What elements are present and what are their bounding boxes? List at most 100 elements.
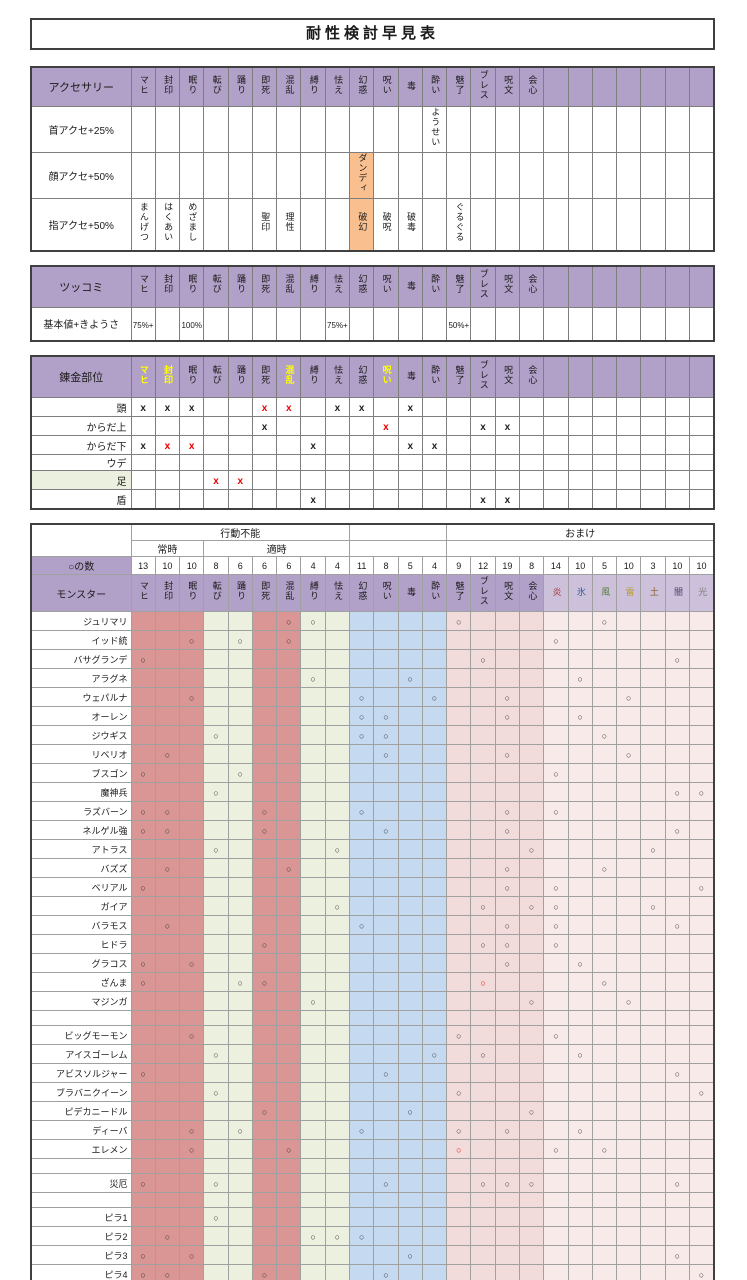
resistance-cell: ○: [518, 991, 545, 1011]
resistance-cell: [664, 858, 690, 878]
circle-mark: ○: [188, 1031, 195, 1041]
resistance-cell: [251, 687, 278, 707]
resistance-cell: [640, 934, 666, 954]
resistance-cell: ○: [349, 687, 375, 707]
monster-row: ブラバニクイーン ○ ○ ○: [30, 1082, 715, 1102]
renkin-cell: [300, 454, 326, 471]
circle-mark: ○: [431, 693, 438, 703]
renkin-cell: [688, 397, 715, 417]
resistance-cell: [518, 877, 545, 897]
resistance-cell: [591, 1245, 618, 1265]
column-header-label: 封印: [163, 74, 174, 95]
monster-name: ピラ3: [30, 1245, 132, 1265]
resistance-cell: [688, 1158, 715, 1174]
resistance-cell: [591, 1010, 618, 1026]
resistance-cell: [203, 972, 229, 992]
renkin-cell: x: [179, 435, 205, 455]
resistance-cell: [154, 611, 181, 631]
resistance-cell: ○: [567, 706, 593, 726]
column-header-label: 眠り: [187, 580, 198, 601]
resistance-cell: ○: [494, 801, 521, 821]
resistance-cell: [227, 991, 253, 1011]
resistance-cell: [324, 991, 351, 1011]
resistance-cell: ○: [470, 896, 496, 916]
column-header-label: 酔い: [430, 580, 441, 601]
resistance-cell: [203, 1025, 229, 1045]
resistance-cell: [543, 725, 569, 745]
column-header: 踊り: [227, 355, 253, 398]
resistance-cell: [688, 1044, 715, 1064]
renkin-cell: [203, 454, 229, 471]
resistance-cell: [518, 1158, 545, 1174]
circle-mark: ○: [358, 712, 365, 722]
resistance-cell: ○: [397, 668, 423, 688]
circle-mark: ○: [164, 807, 171, 817]
x-mark: x: [310, 441, 316, 452]
resistance-cell: [446, 1101, 472, 1121]
renkin-cell: x: [373, 416, 399, 436]
resistance-cell: [591, 782, 618, 802]
resistance-cell: [324, 934, 351, 954]
renkin-cell: [591, 489, 618, 510]
column-header-label: 会心: [527, 580, 538, 601]
resistance-cell: [130, 915, 156, 935]
resistance-cell: [421, 706, 448, 726]
renkin-cell: [494, 470, 521, 490]
resistance-cell: [446, 1044, 472, 1064]
monster-row: 魔神兵 ○ ○ ○: [30, 782, 715, 802]
column-header: 毒: [397, 66, 423, 107]
resistance-cell: [130, 782, 156, 802]
circle-mark: ○: [480, 1179, 486, 1189]
circle-mark: ○: [286, 864, 292, 874]
resistance-cell: [179, 896, 205, 916]
renkin-cell: x: [130, 397, 156, 417]
resistance-cell: [276, 1120, 302, 1140]
circle-mark: ○: [383, 1179, 389, 1189]
resistance-cell: [251, 763, 278, 783]
resistance-cell: [518, 725, 545, 745]
resistance-cell: [640, 972, 666, 992]
resistance-cell: [640, 782, 666, 802]
resistance-cell: [616, 1264, 642, 1280]
resistance-cell: [567, 1173, 593, 1193]
renkin-cell: [203, 416, 229, 436]
resistance-cell: [518, 763, 545, 783]
resistance-cell: [567, 1264, 593, 1280]
resistance-cell: [179, 858, 205, 878]
renkin-cell: [591, 454, 618, 471]
column-header: [640, 265, 666, 308]
resistance-cell: [543, 839, 569, 859]
resistance-cell: [349, 934, 375, 954]
resistance-cell: [446, 991, 472, 1011]
renkin-cell: [276, 489, 302, 510]
resistance-cell: [446, 725, 472, 745]
column-header: 酔い: [421, 66, 448, 107]
resistance-cell: [227, 953, 253, 973]
resistance-cell: [446, 1173, 472, 1193]
accessory-cell: まんげつ: [130, 198, 156, 251]
renkin-cell: [324, 470, 351, 490]
resistance-cell: [397, 1226, 423, 1246]
resistance-cell: [227, 934, 253, 954]
resistance-cell: [518, 1025, 545, 1045]
resistance-cell: ○: [227, 630, 253, 650]
resistance-cell: ○: [640, 839, 666, 859]
subgroup-always: 常時: [130, 540, 205, 557]
monster-row: [30, 1158, 715, 1174]
x-mark: x: [237, 476, 244, 487]
x-mark: x: [261, 422, 268, 433]
accessory-cell: [543, 198, 569, 251]
resistance-cell: [664, 763, 690, 783]
resistance-cell: [300, 858, 326, 878]
group-empty: [349, 523, 448, 541]
resistance-cell: [518, 1010, 545, 1026]
column-header-label: マヒ: [138, 580, 149, 601]
column-header: 呪い: [373, 265, 399, 308]
circle-mark: ○: [626, 693, 632, 703]
renkin-cell: x: [130, 435, 156, 455]
resistance-cell: [494, 611, 521, 631]
resistance-cell: ○: [179, 1120, 205, 1140]
resistance-cell: [518, 934, 545, 954]
resistance-cell: ○: [446, 1082, 472, 1102]
resistance-cell: [688, 953, 715, 973]
